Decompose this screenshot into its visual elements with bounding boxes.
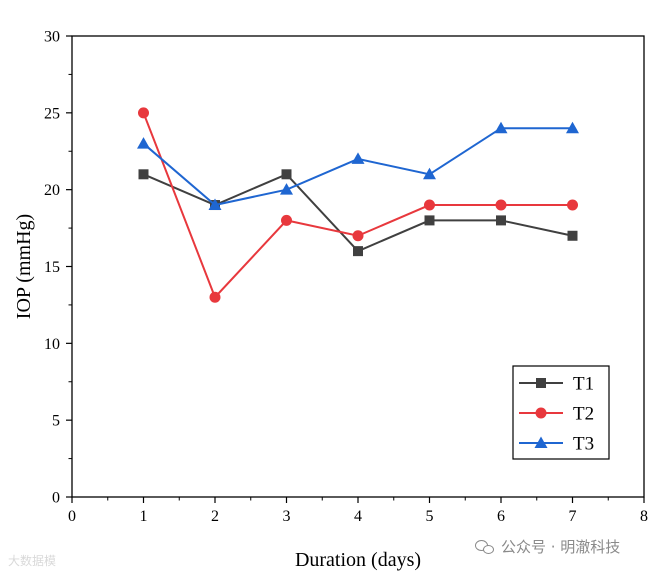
data-point [351,152,365,164]
y-tick-label: 0 [52,490,60,507]
x-tick-label: 2 [211,508,219,525]
series-line [142,112,573,300]
data-point [567,230,578,241]
y-tick-label: 25 [44,105,60,122]
x-tick-label: 7 [569,508,577,525]
x-axis-title: Duration (days) [295,549,421,571]
series-T1 [138,169,578,257]
legend: T1 T2 T3 [512,365,610,460]
data-point [424,215,435,226]
x-tick-label: 5 [426,508,434,525]
series-line [142,127,573,207]
legend-label: T3 [573,434,594,455]
legend-marker [534,436,548,448]
legend-marker [536,378,546,388]
data-point [138,107,149,119]
plot-marks [137,107,579,303]
y-tick-label: 10 [44,336,60,353]
data-point [567,199,578,211]
x-tick-label: 0 [68,508,76,525]
legend-item-T1: T1 [519,374,594,395]
data-point [353,246,363,257]
legend-marker [535,407,547,419]
legend-label: T1 [573,374,594,395]
watermark-right: 公众号 · 明澈科技 [475,536,620,557]
legend-item-T3: T3 [519,434,594,455]
series-T3 [137,121,579,211]
y-tick-label: 5 [52,413,60,430]
data-point [495,199,507,211]
data-point [281,169,292,180]
x-tick-label: 4 [354,508,362,525]
wechat-icon [475,539,495,555]
data-point [496,215,506,226]
x-tick-label: 1 [140,508,148,525]
x-tick-label: 6 [497,508,505,525]
y-axis-title: IOP (mmHg) [13,214,35,319]
legend-item-T2: T2 [519,404,594,425]
data-point [281,214,292,226]
y-tick-label: 20 [44,182,60,199]
data-point [138,169,149,180]
watermark-left-text: 大数据模 [8,554,57,568]
data-point [208,198,222,211]
data-point [423,167,436,180]
y-tick-label: 15 [44,259,60,276]
x-tick-label: 8 [640,508,648,525]
y-tick-label: 30 [44,29,60,46]
watermark-left: 大数据模 [8,552,56,569]
axes: 0 1 2 3 4 5 6 7 8 0 5 10 15 20 25 30 Duration (days) IOP … [13,29,648,572]
data-point [137,137,150,149]
x-tick-label: 3 [283,508,291,525]
data-point [494,121,508,134]
legend-label: T2 [573,404,594,425]
data-point [566,121,579,134]
series-T2 [138,107,578,303]
data-point [352,230,364,242]
watermark-right-text: 公众号 · 明澈科技 [501,538,621,556]
data-point [209,291,221,303]
data-point [280,183,293,195]
data-point [424,199,435,211]
